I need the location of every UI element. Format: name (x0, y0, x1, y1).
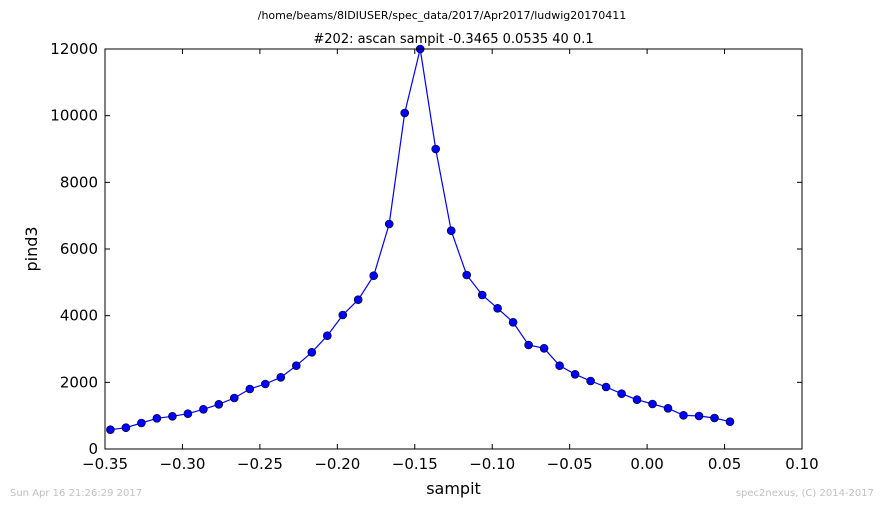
data-point (245, 384, 255, 394)
y-tick-label: 6000 (60, 240, 98, 258)
data-point (291, 361, 301, 371)
x-tick-label: 0.05 (708, 455, 741, 473)
data-point (477, 290, 487, 300)
y-tick-label: 12000 (50, 40, 98, 58)
data-point (446, 226, 456, 235)
y-tick-label: 2000 (60, 373, 98, 391)
data-point (539, 343, 549, 353)
data-point (400, 108, 410, 118)
footer-timestamp: Sun Apr 16 21:26:29 2017 (10, 488, 143, 499)
data-point (137, 418, 146, 428)
data-point (199, 404, 208, 414)
data-point (617, 389, 626, 399)
data-point (230, 393, 239, 403)
x-tick-label: −0.25 (237, 455, 283, 473)
data-point (694, 411, 704, 421)
chart-title: #202: ascan sampit -0.3465 0.0535 40 0.1 (313, 32, 593, 47)
data-point (369, 271, 379, 281)
data-point (679, 410, 688, 420)
plot-area (106, 44, 735, 435)
footer-credit: spec2nexus, (C) 2014-2017 (735, 488, 874, 499)
data-point (384, 219, 394, 229)
axes-frame (104, 48, 803, 450)
x-tick-label: −0.15 (392, 455, 438, 473)
data-point (338, 310, 348, 320)
data-point (353, 295, 363, 305)
x-tick-label: −0.20 (314, 455, 360, 473)
y-tick-label: 4000 (60, 307, 98, 325)
data-point (322, 331, 332, 341)
data-point (493, 303, 502, 313)
data-point (710, 413, 719, 423)
data-point (508, 317, 518, 327)
x-tick-label: 0.10 (785, 455, 818, 473)
data-point (586, 376, 595, 386)
series-line (110, 48, 731, 431)
x-tick-label: −0.10 (469, 455, 515, 473)
data-point (431, 144, 441, 154)
data-point (725, 417, 735, 427)
suptitle: /home/beams/8IDIUSER/spec_data/2017/Apr2… (258, 9, 627, 22)
data-point (524, 340, 533, 350)
data-point (106, 425, 115, 435)
data-point (121, 423, 131, 433)
data-point (570, 369, 580, 379)
x-tick-label: 0.00 (630, 455, 663, 473)
data-point (307, 347, 317, 357)
y-tick-label: 8000 (60, 173, 98, 191)
data-point (168, 411, 177, 421)
data-point (555, 361, 564, 371)
data-point (183, 409, 193, 419)
y-tick-label: 0 (88, 440, 98, 458)
x-axis: −0.35 −0.30 −0.25 −0.20 −0.15 −0.10 −0.05 0.00 0… (82, 49, 819, 473)
y-tick-label: 10000 (50, 107, 98, 125)
y-axis: 0 2000 4000 6000 8000 10000 12000 (50, 40, 802, 458)
data-point (601, 382, 611, 392)
y-axis-label: pind3 (22, 226, 41, 271)
data-point (632, 395, 642, 405)
x-tick-label: −0.05 (547, 455, 593, 473)
data-point (214, 399, 224, 409)
data-point (663, 403, 673, 413)
data-point (276, 372, 286, 382)
data-point (648, 399, 657, 409)
data-point (462, 270, 472, 280)
x-tick-label: −0.30 (159, 455, 205, 473)
x-tick-label: −0.35 (82, 455, 128, 473)
data-point (152, 413, 162, 423)
data-point (260, 379, 270, 389)
x-axis-label: sampit (426, 479, 481, 498)
